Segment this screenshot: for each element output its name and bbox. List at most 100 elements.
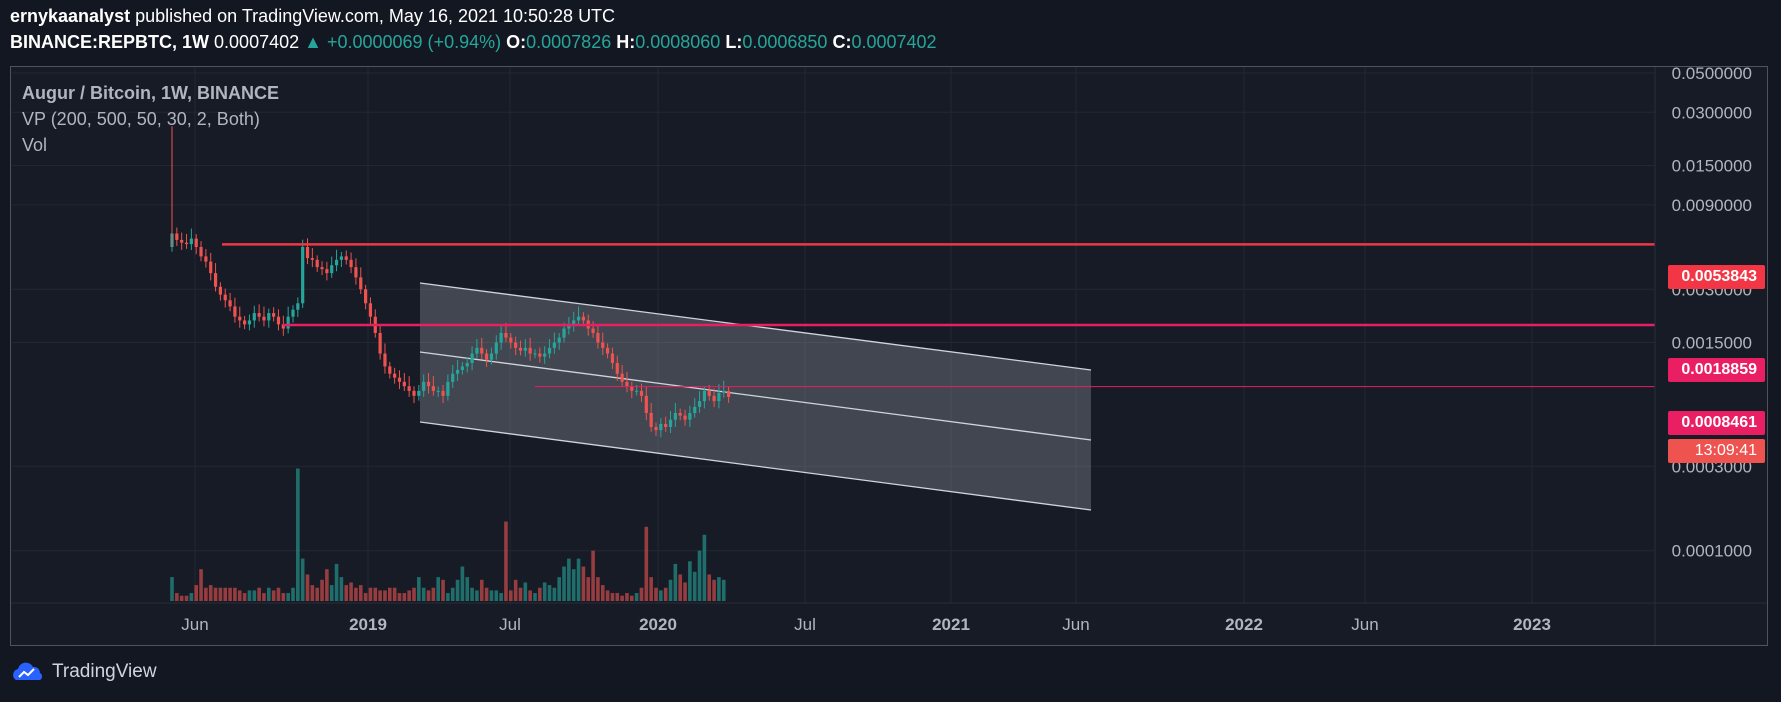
volume-bar (625, 593, 629, 601)
candle-body (635, 390, 639, 392)
candle-body (601, 342, 605, 348)
y-tick-label: 0.0015000 (1672, 334, 1752, 353)
volume-bar (402, 593, 407, 601)
volume-bar (499, 593, 503, 601)
candle-body (683, 415, 687, 420)
volume-bar (644, 526, 649, 601)
candle-body (402, 381, 406, 387)
volume-bar (334, 563, 339, 601)
legend-title[interactable]: Augur / Bitcoin, 1W, BINANCE (22, 83, 280, 103)
candle-body (334, 259, 339, 266)
volume-bar (392, 587, 397, 601)
axes: 0.0500000 0.0300000 0.0150000 0.0090000 0.00… (11, 64, 1767, 645)
volume-bar (702, 534, 707, 601)
volume-bar (528, 590, 532, 601)
volume-bar (339, 577, 344, 601)
candle-body (576, 316, 581, 321)
candle-body (727, 390, 731, 397)
volume-bar (315, 587, 319, 601)
volume-bar (170, 577, 174, 601)
candle-body (668, 419, 673, 428)
candle-body (436, 390, 440, 392)
y-tick-label: 0.0090000 (1672, 196, 1752, 215)
volume-bar (310, 585, 315, 601)
symbol-ohlc-bar: BINANCE:REPBTC, 1W 0.0007402 ▲ +0.000006… (10, 32, 937, 53)
low-value: 0.0006850 (742, 32, 828, 52)
candle-body (320, 267, 324, 270)
volume-bar (663, 587, 668, 601)
level3-price-tag: 0.0008461 (1668, 411, 1765, 435)
candle-body (194, 238, 198, 247)
x-tick-label: 2021 (932, 615, 970, 634)
volume-bar (586, 577, 591, 601)
volume-bar (388, 587, 392, 601)
candle-body (364, 289, 368, 304)
publish-info: ernykaanalyst published on TradingView.c… (10, 6, 615, 27)
candle-body (344, 256, 348, 260)
candle-body (509, 337, 513, 343)
volume-bar (494, 590, 499, 601)
x-tick-label: Jun (1351, 615, 1378, 634)
x-tick-label: 2020 (639, 615, 677, 634)
candle-body (610, 353, 615, 363)
volume-bar (591, 550, 595, 601)
countdown-tag: 13:09:41 (1668, 439, 1765, 463)
volume-bar (349, 582, 353, 601)
candle-body (417, 390, 421, 396)
volume-bar (470, 587, 474, 601)
volume-bar (407, 590, 411, 601)
volume-bar (228, 587, 232, 601)
volume-bar (533, 593, 537, 601)
candle-body (625, 381, 629, 387)
candle-body (518, 347, 523, 351)
close-label: C: (832, 32, 852, 52)
candle-body (547, 347, 552, 354)
volume-bar (513, 579, 518, 601)
candle-body (697, 401, 702, 407)
candle-body (252, 313, 256, 321)
candle-body (538, 353, 542, 357)
volume-bar (305, 574, 310, 601)
chart-frame[interactable] (10, 66, 1768, 646)
volume-bar (489, 590, 494, 601)
volume-bar (397, 593, 402, 601)
author-name[interactable]: ernykaanalyst (10, 6, 131, 26)
candle-body (688, 412, 692, 420)
candle-body (272, 313, 276, 317)
footer-brand[interactable]: TradingView (10, 660, 157, 684)
candle-body (184, 242, 189, 245)
volume-bar (615, 593, 620, 601)
volume-bar (649, 577, 653, 601)
legend-vol[interactable]: Vol (22, 135, 48, 155)
legend-vp[interactable]: VP (200, 500, 50, 30, 2, Both) (22, 109, 260, 129)
candle-body (455, 369, 460, 374)
candle-body (349, 259, 353, 268)
candle-body (393, 373, 397, 378)
volume-bar (208, 585, 213, 601)
volume-bar (417, 577, 421, 601)
volume-bar (320, 579, 324, 601)
candle-body (664, 423, 668, 428)
volume-bar (721, 579, 726, 601)
candle-body (247, 320, 252, 325)
candle-body (286, 316, 290, 329)
candle-body (543, 353, 547, 357)
y-tick-label: 0.0500000 (1672, 64, 1752, 83)
volume-bar (184, 595, 189, 601)
candle-body (557, 337, 561, 343)
volume-bar (344, 585, 349, 601)
candle-body (315, 259, 319, 268)
level2-price-tag: 0.0018859 (1668, 358, 1765, 382)
volume-bar (692, 571, 697, 601)
volume-bar (426, 590, 431, 601)
candle-body (722, 390, 726, 393)
volume-bar (542, 582, 547, 601)
candle-body (228, 300, 232, 307)
volume-bar (450, 587, 455, 601)
candle-body (446, 381, 450, 396)
candle-body (499, 332, 503, 343)
volume-bar (712, 579, 716, 601)
volume-bar (455, 579, 460, 601)
volume-bar (571, 569, 576, 601)
